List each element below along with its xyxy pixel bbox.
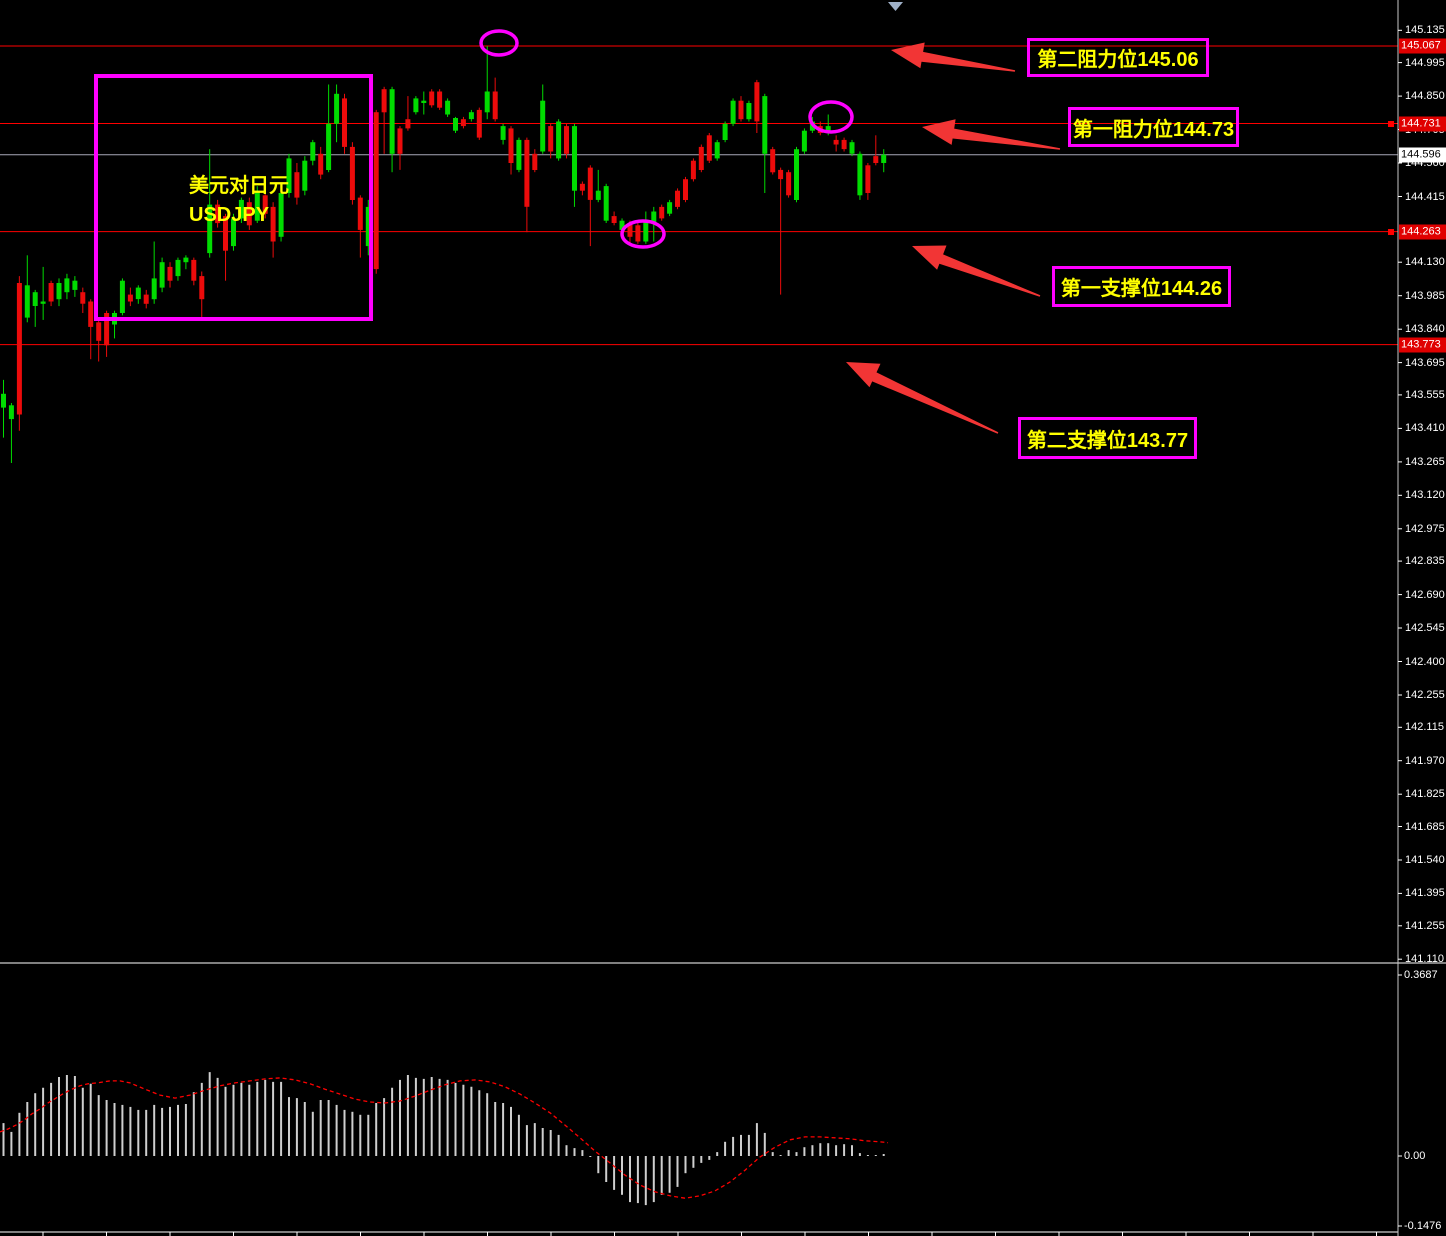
price-tick-label: 144.995 [1405,56,1445,69]
price-tick-label: 144.130 [1405,256,1445,269]
resistance-1-label[interactable]: 第一阻力位144.73 [1068,107,1239,147]
price-tick-label: 143.840 [1405,323,1445,336]
price-tick-label: 144.415 [1405,190,1445,203]
resistance-2-label[interactable]: 第二阻力位145.06 [1027,38,1209,77]
highlight-rectangle [94,74,373,321]
price-tick-label: 143.265 [1405,455,1445,468]
highlight-ellipse [808,100,854,134]
price-tick-label: 143.410 [1405,422,1445,435]
level-price-badge: 145.067 [1399,38,1446,54]
price-tick-label: 142.115 [1405,721,1444,734]
line-handle [1388,121,1394,127]
symbol-watermark-code: USDJPY [189,204,270,226]
level-price-badge: 144.731 [1399,116,1446,131]
pointer-arrow [891,42,1016,72]
support-2-label[interactable]: 第二支撑位143.77 [1018,417,1197,459]
highlight-ellipse [620,219,666,249]
symbol-watermark: 美元对日元 USDJPY [189,172,289,230]
pointer-arrow [846,362,999,434]
support-1-label[interactable]: 第一支撑位144.26 [1052,266,1231,307]
price-tick-label: 143.695 [1405,356,1445,369]
level-price-badge: 144.263 [1399,224,1446,240]
indicator-tick-label: 0.00 [1404,1150,1426,1162]
indicator-tick-label: -0.1476 [1404,1220,1442,1232]
symbol-watermark-cn: 美元对日元 [189,175,289,197]
price-tick-label: 141.825 [1405,788,1445,801]
price-tick-label: 142.255 [1405,689,1445,701]
price-tick-label: 144.850 [1405,90,1445,103]
price-tick-label: 141.255 [1405,919,1445,932]
price-tick-label: 142.545 [1405,622,1445,634]
level-price-badge: 143.773 [1399,337,1446,353]
pointer-arrow [922,119,1061,150]
indicator-tick-label: 0.3687 [1404,969,1438,981]
price-tick-label: 142.690 [1405,588,1445,601]
price-tick-label: 141.110 [1405,953,1444,966]
price-tick-label: 142.835 [1405,555,1445,568]
price-tick-label: 143.555 [1405,388,1445,401]
price-tick-label: 141.685 [1405,820,1445,833]
price-tick-label: 141.970 [1405,754,1445,767]
price-tick-label: 141.540 [1405,854,1445,866]
current-price-badge: 144.596 [1399,147,1446,163]
scroll-marker-icon [888,2,903,11]
price-tick-label: 142.975 [1405,522,1445,535]
price-tick-label: 145.135 [1405,24,1445,37]
highlight-ellipse [479,29,519,57]
price-tick-label: 143.120 [1405,489,1445,502]
price-tick-label: 142.400 [1405,655,1445,668]
price-tick-label: 143.985 [1405,289,1445,302]
price-tick-label: 141.395 [1405,887,1445,900]
pointer-arrow [912,245,1041,297]
line-handle [1388,229,1394,235]
